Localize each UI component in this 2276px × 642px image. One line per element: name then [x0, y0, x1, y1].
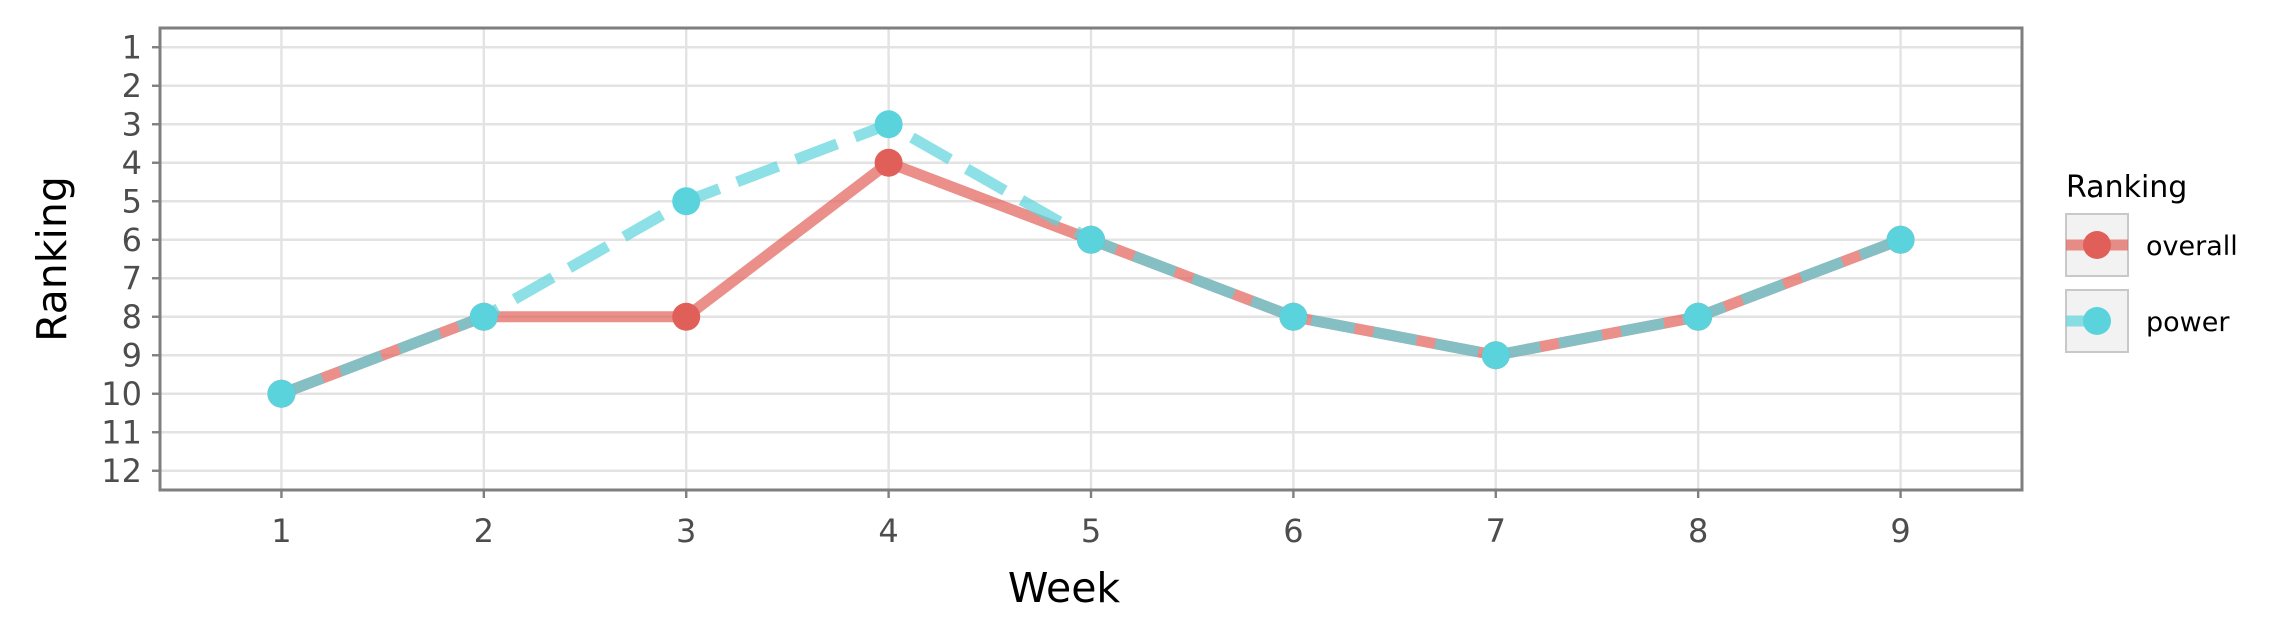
y-tick-label: 8: [122, 298, 142, 336]
y-tick-label: 6: [122, 221, 142, 259]
data-point-power: [672, 187, 701, 216]
y-tick-label: 1: [122, 28, 142, 66]
data-point-power: [1886, 225, 1915, 254]
y-tick-label: 9: [122, 336, 142, 374]
data-point-power: [874, 110, 903, 139]
legend-items: overall power: [2065, 213, 2238, 353]
data-point-power: [1279, 302, 1308, 331]
x-tick-label: 7: [1486, 512, 1506, 550]
legend-item-power: power: [2065, 289, 2230, 353]
data-point-power: [267, 379, 296, 408]
x-tick-label: 6: [1283, 512, 1303, 550]
y-tick-label: 11: [101, 413, 142, 451]
y-tick-label: 12: [101, 452, 142, 490]
data-point-power: [1077, 225, 1105, 254]
x-tick-label: 9: [1890, 512, 1910, 550]
x-tick-label: 2: [474, 512, 494, 550]
data-points: [267, 110, 1915, 408]
y-tick-label: 4: [122, 144, 142, 182]
data-point-power: [469, 302, 498, 331]
x-tick-label: 4: [878, 512, 898, 550]
data-point-overall: [874, 148, 903, 177]
y-tick-label: 7: [122, 259, 142, 297]
y-tick-label: 3: [122, 105, 142, 143]
y-axis-title: Ranking: [28, 176, 76, 342]
y-tick-label: 10: [101, 375, 142, 413]
legend-label: overall: [2146, 231, 2238, 262]
data-point-power: [1481, 341, 1510, 370]
legend-title: Ranking: [2066, 170, 2187, 205]
legend-label: power: [2146, 307, 2230, 338]
y-tick-label: 2: [122, 67, 142, 105]
x-tick-label: 5: [1081, 512, 1101, 550]
x-tick-label: 1: [271, 512, 291, 550]
data-point-overall: [672, 302, 701, 331]
x-axis-title: Week: [1008, 564, 1121, 612]
y-tick-label: 5: [122, 182, 142, 220]
x-tick-label: 3: [676, 512, 696, 550]
legend-key-point: [2083, 307, 2111, 335]
data-point-power: [1684, 302, 1713, 331]
legend-key-point: [2083, 231, 2111, 259]
legend-item-overall: overall: [2065, 213, 2238, 277]
x-tick-label: 8: [1688, 512, 1708, 550]
legend: Ranking overall power: [2065, 170, 2238, 353]
